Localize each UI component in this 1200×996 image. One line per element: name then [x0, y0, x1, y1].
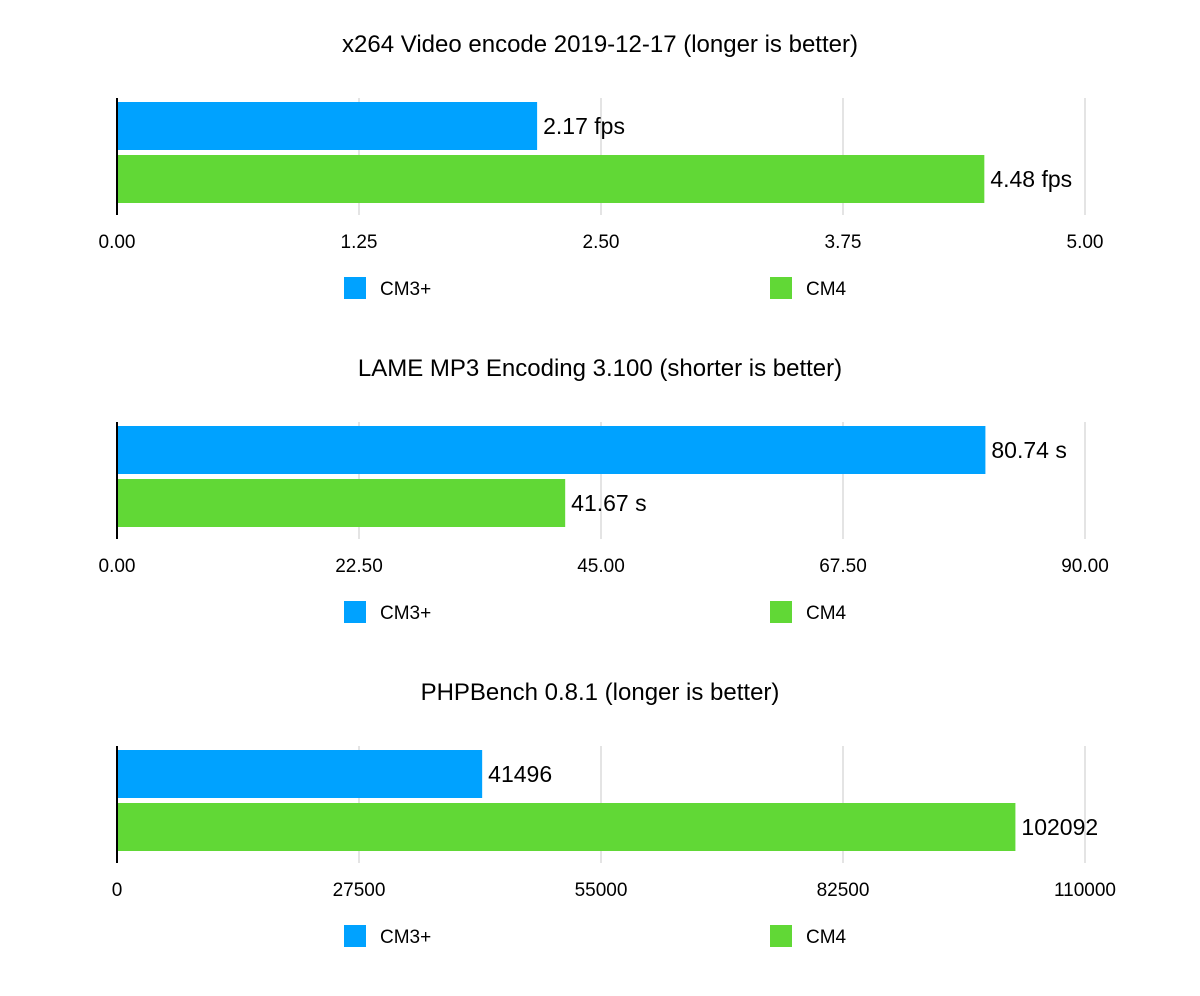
legend-label: CM3+	[380, 927, 431, 948]
x-tick-label: 0.00	[99, 232, 136, 253]
x-tick-label: 22.50	[335, 556, 383, 577]
x-tick-label: 45.00	[577, 556, 625, 577]
data-label: 102092	[1021, 814, 1098, 840]
bar-cm4	[117, 479, 566, 527]
chart-panel-2: LAME MP3 Encoding 3.100 (shorter is bett…	[99, 355, 1109, 624]
legend-label: CM3+	[380, 603, 431, 624]
x-tick-label: 3.75	[825, 232, 862, 253]
x-tick-label: 0	[112, 880, 123, 901]
data-label: 80.74 s	[991, 437, 1066, 463]
x-tick-label: 90.00	[1061, 556, 1109, 577]
chart-title: LAME MP3 Encoding 3.100 (shorter is bett…	[358, 355, 842, 382]
x-tick-label: 55000	[575, 880, 628, 901]
legend-swatch	[344, 601, 366, 623]
legend-label: CM3+	[380, 279, 431, 300]
bar-cm4	[117, 803, 1016, 851]
legend-swatch	[344, 925, 366, 947]
data-label: 4.48 fps	[990, 166, 1072, 192]
legend-label: CM4	[806, 603, 847, 624]
bar-cm3	[117, 426, 986, 474]
data-label: 2.17 fps	[543, 113, 625, 139]
x-tick-label: 82500	[817, 880, 870, 901]
x-tick-label: 0.00	[99, 556, 136, 577]
bar-cm4	[117, 155, 985, 203]
chart-title: PHPBench 0.8.1 (longer is better)	[421, 679, 780, 706]
legend-label: CM4	[806, 279, 847, 300]
legend-swatch	[770, 277, 792, 299]
bar-cm3	[117, 102, 538, 150]
chart-title: x264 Video encode 2019-12-17 (longer is …	[342, 31, 858, 58]
data-label: 41.67 s	[571, 490, 646, 516]
legend-swatch	[770, 601, 792, 623]
legend-label: CM4	[806, 927, 847, 948]
legend-swatch	[344, 277, 366, 299]
x-tick-label: 5.00	[1067, 232, 1104, 253]
x-tick-label: 67.50	[819, 556, 867, 577]
x-tick-label: 27500	[333, 880, 386, 901]
x-tick-label: 110000	[1054, 880, 1116, 901]
x-tick-label: 2.50	[583, 232, 620, 253]
legend-swatch	[770, 925, 792, 947]
data-label: 41496	[488, 761, 552, 787]
x-tick-label: 1.25	[341, 232, 378, 253]
bar-cm3	[117, 750, 483, 798]
chart-panel-1: x264 Video encode 2019-12-17 (longer is …	[99, 31, 1104, 300]
chart-panel-3: PHPBench 0.8.1 (longer is better) 0 27500 5…	[112, 679, 1116, 948]
